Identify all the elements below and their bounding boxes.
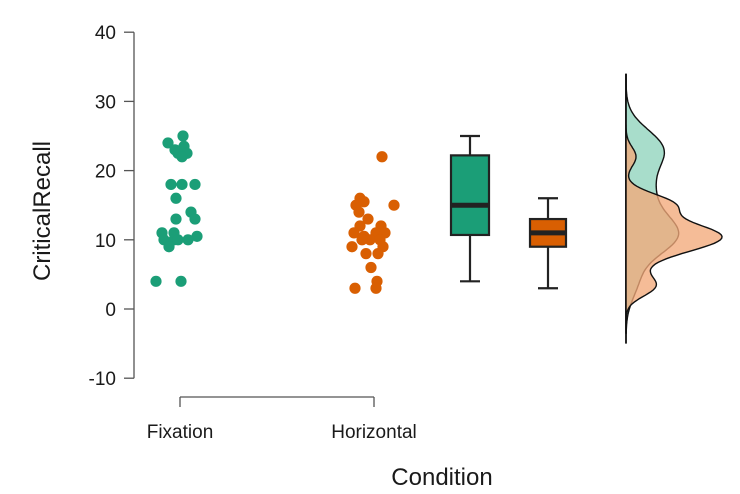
- data-point-horizontal: [353, 206, 365, 218]
- data-point-fixation: [162, 137, 174, 149]
- boxplots: [449, 134, 568, 290]
- y-axis: -10 0 10 20 30 40: [89, 23, 135, 390]
- y-tick-label: 30: [95, 92, 116, 113]
- data-point-horizontal: [370, 282, 382, 294]
- density-clouds: [625, 73, 723, 344]
- box-fixation: [449, 154, 491, 237]
- y-tick-label: -10: [89, 369, 116, 390]
- data-point-fixation: [176, 151, 188, 163]
- data-point-horizontal: [346, 241, 358, 253]
- x-axis: Fixation Horizontal: [147, 396, 417, 443]
- data-point-fixation: [163, 241, 175, 253]
- density-horizontal: [625, 73, 723, 334]
- data-point-fixation: [177, 130, 189, 142]
- data-point-horizontal: [376, 151, 388, 163]
- data-point-fixation: [191, 230, 203, 242]
- data-point-fixation: [175, 275, 187, 287]
- x-tick-label-fixation: Fixation: [147, 422, 214, 443]
- data-point-horizontal: [362, 213, 374, 225]
- data-point-fixation: [170, 213, 182, 225]
- x-tick-label-horizontal: Horizontal: [331, 422, 417, 443]
- data-point-fixation: [170, 192, 182, 204]
- data-point-fixation: [176, 178, 188, 191]
- data-point-horizontal: [365, 261, 377, 274]
- y-axis-title: CriticalRecall: [29, 141, 56, 281]
- data-point-horizontal: [388, 199, 400, 211]
- data-points: [150, 130, 400, 294]
- y-tick-label: 40: [95, 23, 116, 44]
- data-point-horizontal: [356, 234, 368, 246]
- data-point-horizontal: [348, 227, 360, 239]
- data-point-fixation: [172, 234, 184, 246]
- data-point-fixation: [182, 234, 194, 246]
- data-point-horizontal: [364, 234, 376, 246]
- x-axis-title: Condition: [391, 464, 492, 491]
- y-tick-label: 10: [95, 231, 116, 252]
- y-tick-label: 20: [95, 162, 116, 183]
- data-point-fixation: [150, 275, 162, 287]
- y-tick-label: 0: [105, 300, 116, 321]
- data-point-horizontal: [349, 282, 361, 294]
- data-point-fixation: [189, 178, 201, 191]
- data-point-horizontal: [372, 248, 384, 260]
- data-point-fixation: [165, 178, 177, 191]
- data-point-fixation: [189, 213, 201, 225]
- data-point-horizontal: [360, 248, 372, 260]
